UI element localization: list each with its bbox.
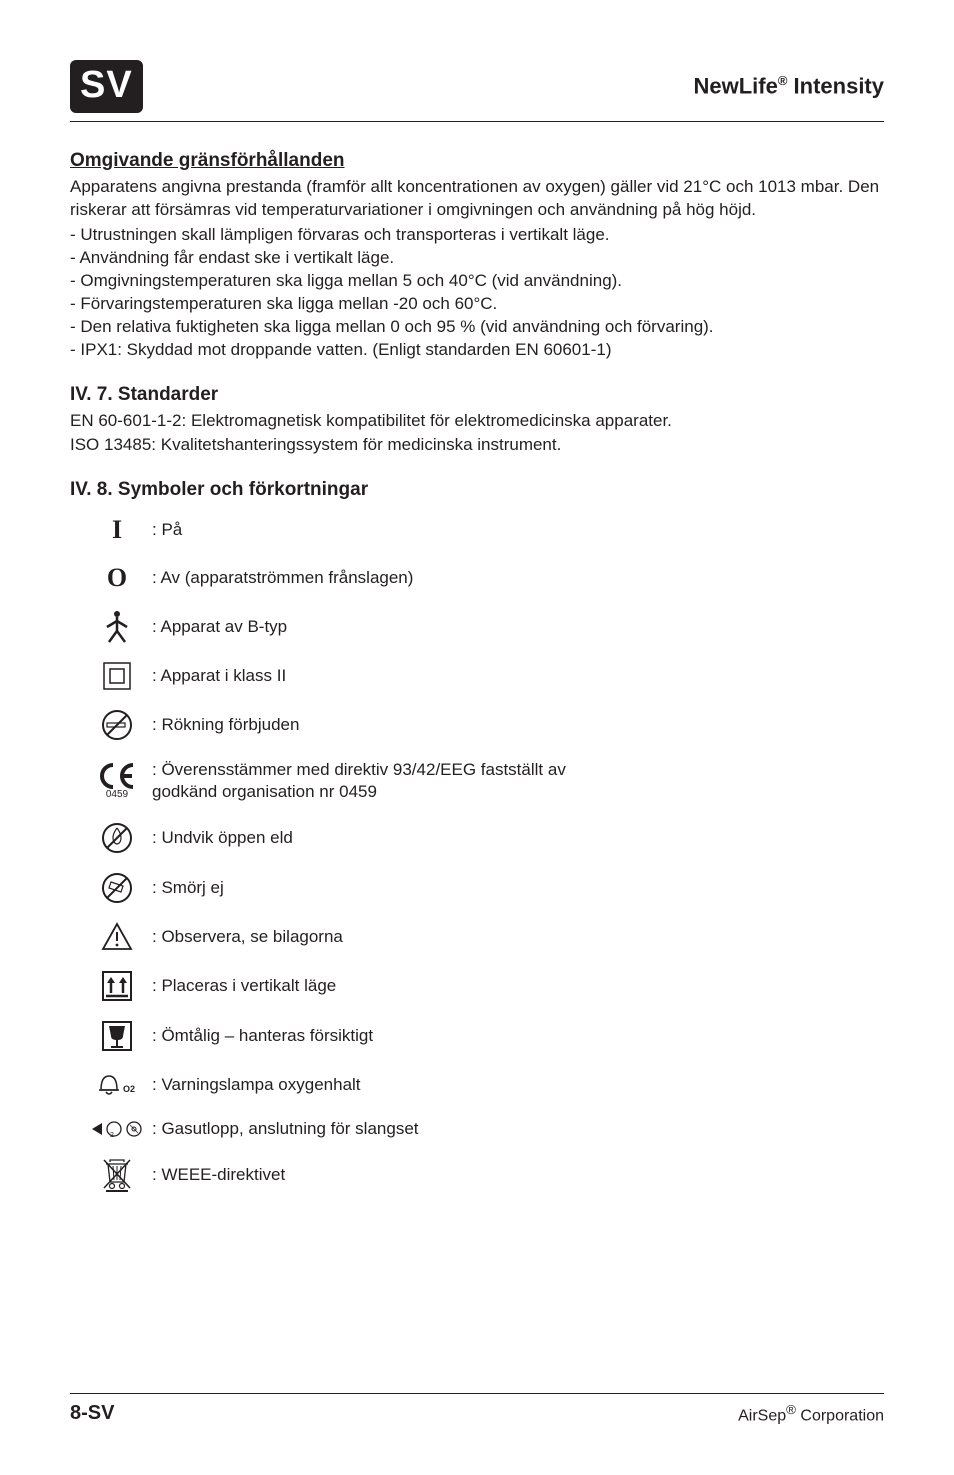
type-b-icon	[103, 611, 131, 643]
desc-upright: : Placeras i vertikalt läge	[152, 975, 336, 997]
corp-suffix: Corporation	[796, 1407, 884, 1424]
product-suffix: Intensity	[787, 74, 884, 99]
symbol-row-btype: : Apparat av B-typ	[82, 611, 884, 643]
corp-reg: ®	[786, 1402, 796, 1417]
weee-icon	[102, 1158, 132, 1192]
corp-prefix: AirSep	[738, 1407, 786, 1424]
desc-nooil: : Smörj ej	[152, 877, 224, 899]
symbol-row-on: I : På	[82, 515, 884, 545]
symbol-row-weee: : WEEE-direktivet	[82, 1158, 884, 1192]
registered-mark: ®	[778, 73, 788, 88]
no-smoking-icon	[101, 709, 133, 741]
desc-fragile: : Ömtålig – hanteras försiktigt	[152, 1025, 373, 1047]
language-badge: SV	[70, 60, 143, 113]
env-paragraph: Apparatens angivna prestanda (framför al…	[70, 176, 884, 222]
env-item-0: - Utrustningen skall lämpligen förvaras …	[70, 224, 884, 247]
symbol-row-nosmoke: : Rökning förbjuden	[82, 709, 884, 741]
standards-line-1: ISO 13485: Kvalitetshanteringssystem för…	[70, 434, 884, 457]
desc-attention: : Observera, se bilagorna	[152, 926, 343, 948]
product-title: NewLife® Intensity	[693, 73, 884, 99]
corporation-name: AirSep® Corporation	[738, 1402, 884, 1425]
symbol-row-nooil: : Smörj ej	[82, 872, 884, 904]
product-name-text: NewLife	[693, 74, 777, 99]
symbols-heading: IV. 8. Symboler och förkortningar	[70, 479, 884, 501]
symbol-row-attention: : Observera, se bilagorna	[82, 922, 884, 952]
ce-mark-icon	[97, 763, 137, 789]
standards-heading: IV. 7. Standarder	[70, 384, 884, 406]
desc-off: : Av (apparatströmmen frånslagen)	[152, 567, 413, 589]
symbols-table: I : På O : Av (apparatströmmen frånslage…	[82, 515, 884, 1191]
symbol-row-off: O : Av (apparatströmmen frånslagen)	[82, 563, 884, 593]
symbol-row-upright: : Placeras i vertikalt läge	[82, 970, 884, 1002]
ce-number: 0459	[106, 789, 128, 800]
desc-class2: : Apparat i klass II	[152, 665, 286, 687]
desc-on: : På	[152, 519, 182, 541]
power-on-icon: I	[112, 515, 122, 545]
symbol-row-alarm: O2 : Varningslampa oxygenhalt	[82, 1070, 884, 1100]
no-open-flame-icon	[101, 822, 133, 854]
attention-icon	[101, 922, 133, 952]
page-number: 8-SV	[70, 1402, 114, 1425]
desc-nosmoke: : Rökning förbjuden	[152, 714, 299, 736]
desc-alarm: : Varningslampa oxygenhalt	[152, 1074, 361, 1096]
fragile-icon	[101, 1020, 133, 1052]
do-not-lubricate-icon	[101, 872, 133, 904]
symbol-row-noflame: : Undvik öppen eld	[82, 822, 884, 854]
oxygen-alarm-icon: O2	[96, 1070, 138, 1100]
desc-noflame: : Undvik öppen eld	[152, 827, 293, 849]
env-item-3: - Förvaringstemperaturen ska ligga mella…	[70, 293, 884, 316]
desc-ce: : Överensstämmer med direktiv 93/42/EEG …	[152, 759, 566, 803]
env-item-1: - Användning får endast ske i vertikalt …	[70, 247, 884, 270]
symbol-row-class2: : Apparat i klass II	[82, 661, 884, 691]
symbol-row-fragile: : Ömtålig – hanteras försiktigt	[82, 1020, 884, 1052]
env-item-5: - IPX1: Skyddad mot droppande vatten. (E…	[70, 339, 884, 362]
standards-line-0: EN 60-601-1-2: Elektromagnetisk kompatib…	[70, 410, 884, 433]
gas-outlet-icon: 2	[90, 1118, 144, 1140]
page-header: SV NewLife® Intensity	[70, 60, 884, 122]
env-item-4: - Den relativa fuktigheten ska ligga mel…	[70, 316, 884, 339]
symbol-row-gasout: 2 : Gasutlopp, anslutning för slangset	[82, 1118, 884, 1140]
power-off-icon: O	[107, 563, 127, 593]
this-way-up-icon	[101, 970, 133, 1002]
env-heading: Omgivande gränsförhållanden	[70, 150, 884, 172]
desc-gasout: : Gasutlopp, anslutning för slangset	[152, 1118, 419, 1140]
symbol-row-ce: 0459 : Överensstämmer med direktiv 93/42…	[82, 759, 884, 803]
desc-weee: : WEEE-direktivet	[152, 1164, 285, 1186]
svg-text:2: 2	[110, 1132, 114, 1139]
desc-btype: : Apparat av B-typ	[152, 616, 287, 638]
env-item-2: - Omgivningstemperaturen ska ligga mella…	[70, 270, 884, 293]
page-footer: 8-SV AirSep® Corporation	[70, 1393, 884, 1425]
svg-text:O2: O2	[123, 1084, 135, 1094]
class-ii-icon	[102, 661, 132, 691]
